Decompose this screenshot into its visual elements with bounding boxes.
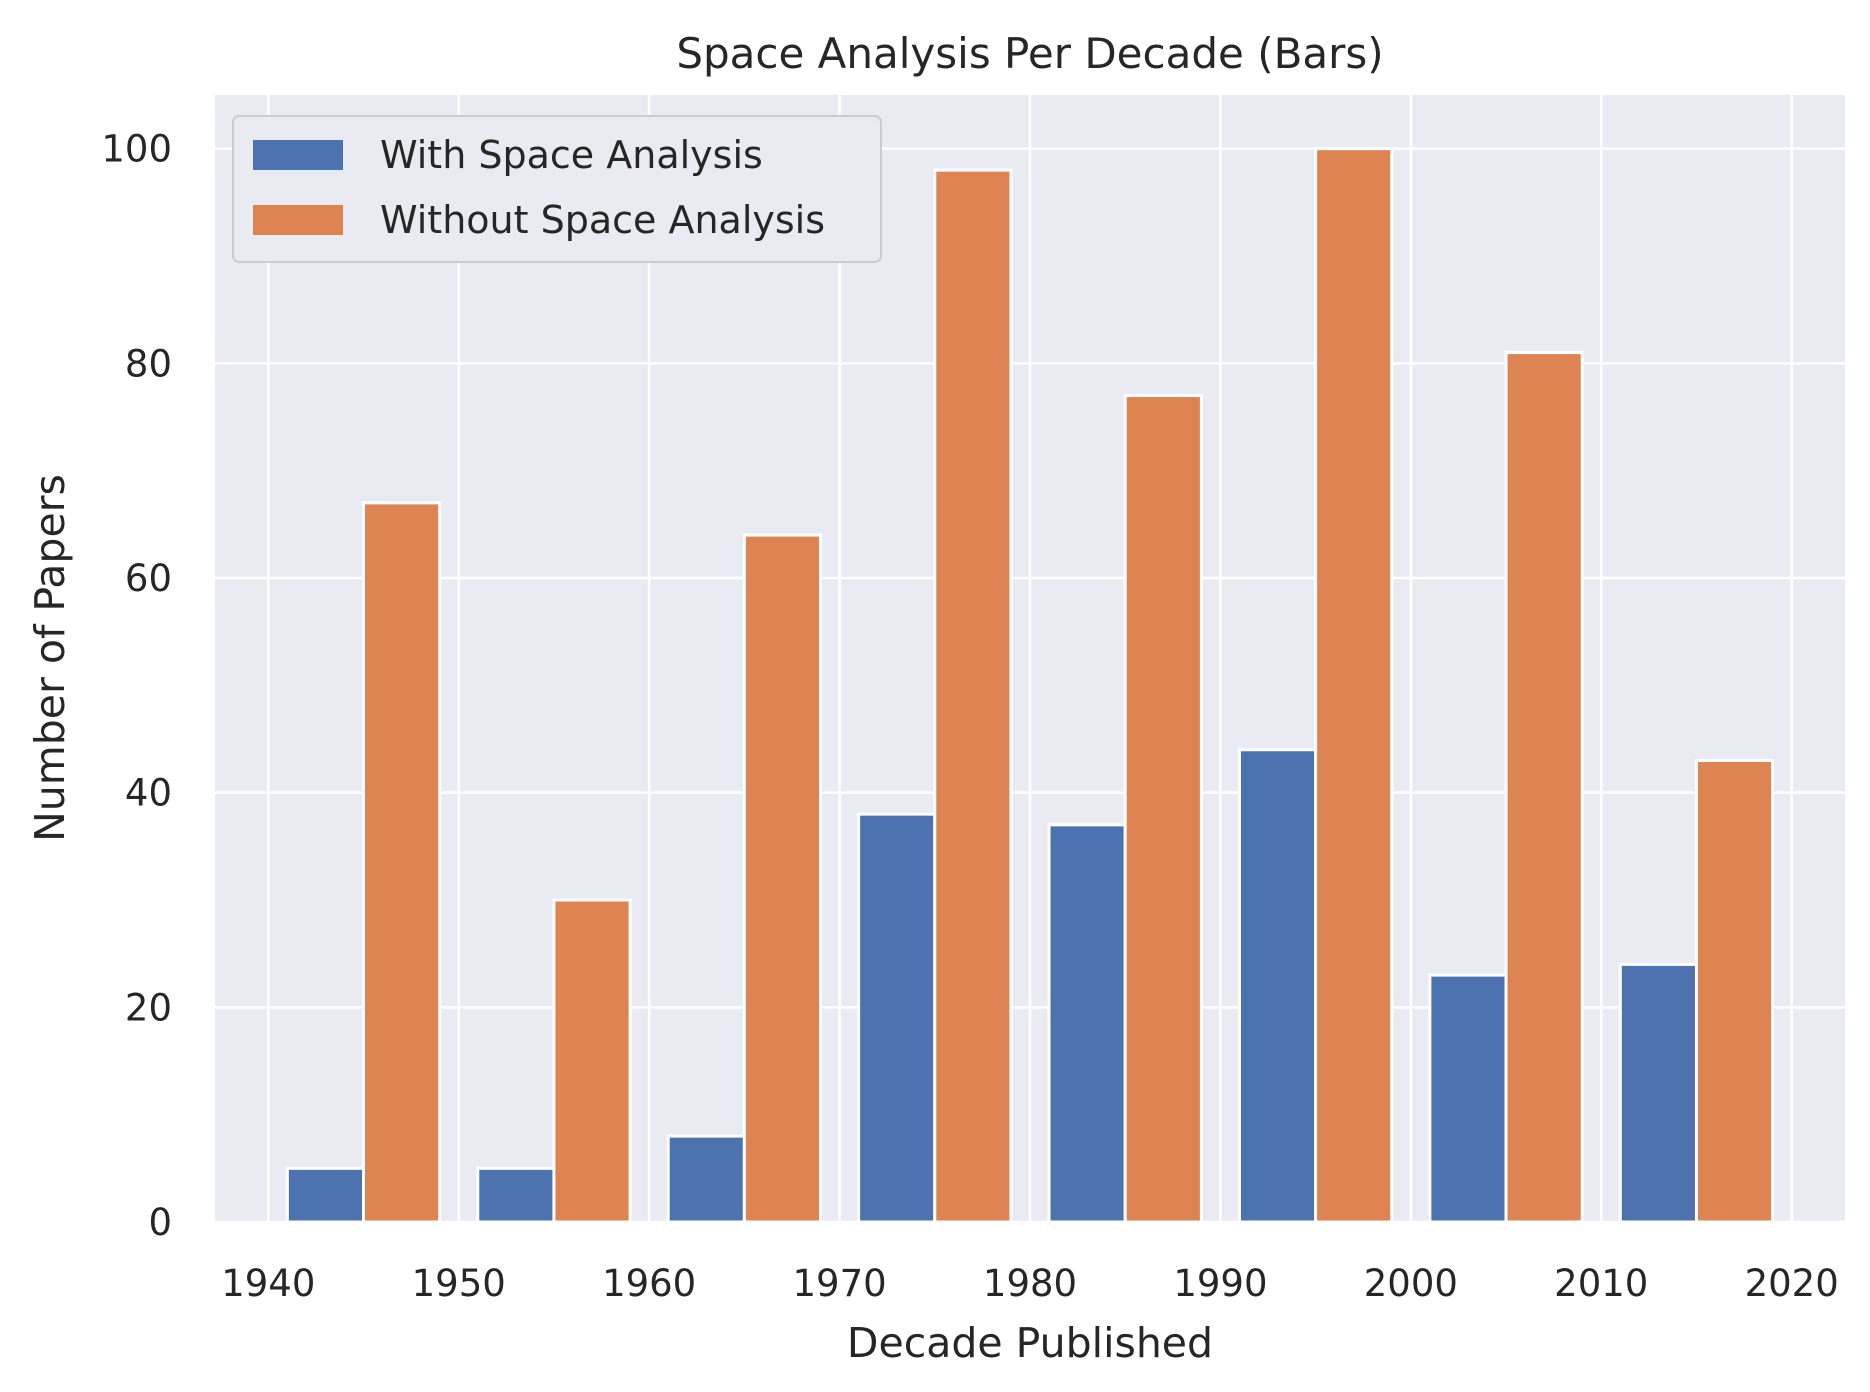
- legend-swatch-with-space-analysis: [253, 140, 343, 170]
- bar-without-space-analysis-2010: [1694, 758, 1775, 1224]
- bar-without-space-analysis-2000: [1504, 351, 1584, 1224]
- bar-with-space-analysis-1970: [857, 812, 937, 1224]
- legend: With Space Analysis Without Space Analys…: [232, 115, 882, 263]
- bar-with-space-analysis-1980: [1047, 823, 1127, 1224]
- y-tick-label: 40: [125, 772, 172, 815]
- bar-with-space-analysis-1950: [476, 1166, 556, 1224]
- y-tick-label: 60: [125, 557, 172, 600]
- bar-without-space-analysis-1990: [1314, 147, 1394, 1224]
- bar-with-space-analysis-2000: [1428, 973, 1508, 1224]
- y-axis-title: Number of Papers: [26, 474, 74, 842]
- x-tick-label: 1990: [1173, 1262, 1267, 1305]
- x-tick-label: 2000: [1364, 1262, 1458, 1305]
- bar-without-space-analysis-1980: [1123, 394, 1203, 1224]
- chart-title: Space Analysis Per Decade (Bars): [676, 29, 1383, 78]
- bar-with-space-analysis-1960: [666, 1134, 746, 1224]
- x-tick-label: 2020: [1745, 1262, 1839, 1305]
- legend-box: [232, 115, 882, 263]
- x-axis-title: Decade Published: [847, 1319, 1213, 1367]
- y-tick-label: 20: [125, 986, 172, 1029]
- x-tick-label: 1970: [792, 1262, 886, 1305]
- x-tick-label: 1950: [412, 1262, 506, 1305]
- x-axis-ticks: 1940 1950 1960 1970 1980 1990 2000 2010 2020: [221, 1262, 1839, 1305]
- legend-swatch-without-space-analysis: [253, 205, 343, 235]
- y-tick-label: 80: [125, 342, 172, 385]
- bar-without-space-analysis-1970: [933, 168, 1013, 1224]
- y-axis-ticks: 0 20 40 60 80 100: [101, 128, 172, 1244]
- bar-with-space-analysis-1990: [1237, 748, 1318, 1224]
- bar-without-space-analysis-1940: [362, 501, 442, 1224]
- bars: [285, 147, 1775, 1224]
- y-tick-label: 100: [101, 128, 172, 171]
- grid-lines: [215, 95, 1845, 1224]
- bar-without-space-analysis-1950: [552, 898, 632, 1224]
- bar-with-space-analysis-1940: [285, 1166, 366, 1224]
- legend-label-without-space-analysis: Without Space Analysis: [380, 198, 825, 242]
- bar-with-space-analysis-2010: [1618, 962, 1698, 1224]
- bar-without-space-analysis-1960: [742, 533, 823, 1224]
- x-tick-label: 1980: [983, 1262, 1077, 1305]
- legend-label-with-space-analysis: With Space Analysis: [380, 133, 763, 177]
- x-tick-label: 1960: [602, 1262, 696, 1305]
- x-tick-label: 1940: [221, 1262, 315, 1305]
- y-tick-label: 0: [148, 1201, 172, 1244]
- x-tick-label: 2010: [1554, 1262, 1648, 1305]
